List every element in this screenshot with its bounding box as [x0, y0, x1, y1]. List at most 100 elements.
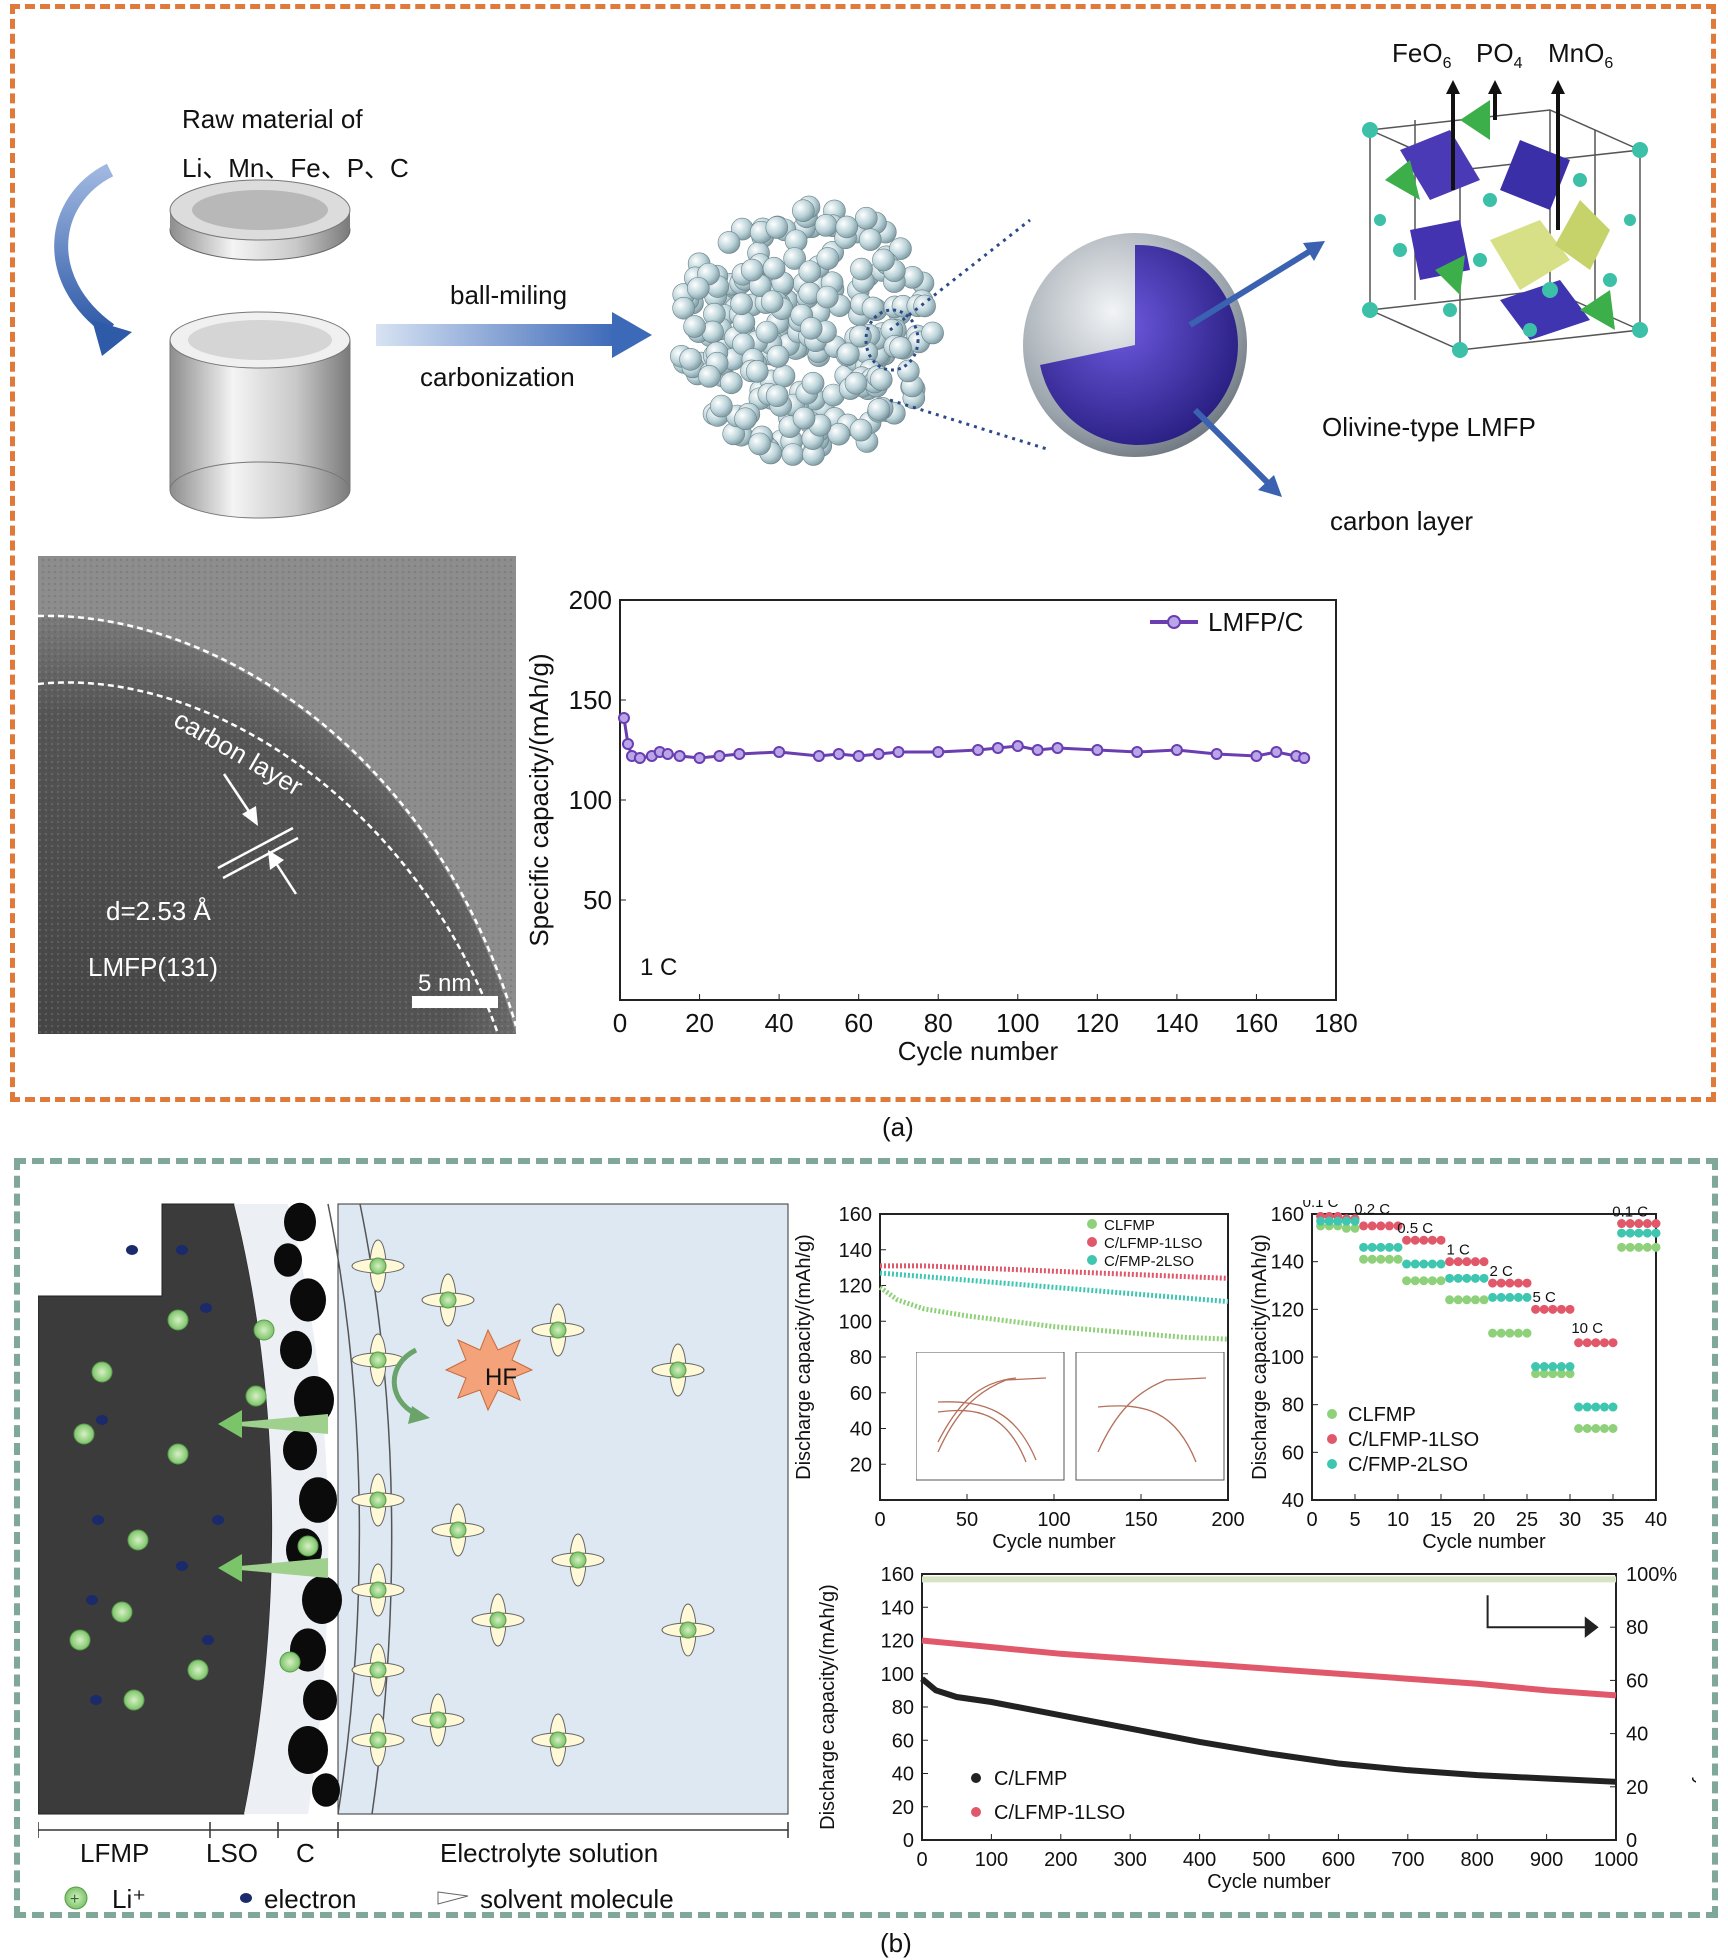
legend-li: Li⁺ [112, 1884, 146, 1914]
data-point [1384, 1221, 1394, 1231]
label-carbon-layer: carbon layer [1330, 506, 1474, 536]
x-tick-label: 150 [1124, 1509, 1157, 1531]
process-carbonization: carbonization [420, 362, 575, 392]
x-tick-label: 15 [1430, 1509, 1452, 1531]
y-tick-label: 40 [1282, 1490, 1304, 1512]
legend-label: C/LFMP-1LSO [1348, 1429, 1479, 1451]
data-point [1367, 1242, 1377, 1252]
ce-axis-pointer-icon [1486, 1595, 1589, 1629]
data-point [1634, 1242, 1644, 1252]
y-tick-label: 160 [839, 1204, 872, 1226]
data-point [1642, 1242, 1652, 1252]
data-point-lmfp-c [693, 752, 706, 764]
data-point [1599, 1424, 1609, 1433]
y-tick-label: 200 [569, 585, 612, 615]
li-ion-icon [167, 1309, 189, 1331]
y-tick-label: 160 [1271, 1204, 1304, 1226]
data-point [1531, 1304, 1541, 1314]
data-point [1599, 1338, 1609, 1348]
data-point [1574, 1338, 1584, 1348]
panel-a-caption: (a) [882, 1112, 914, 1142]
data-point [1574, 1424, 1584, 1433]
data-point [1453, 1273, 1463, 1283]
li-ion-icon [127, 1529, 149, 1551]
data-point [1496, 1278, 1506, 1288]
data-point [1548, 1304, 1558, 1314]
data-point [1419, 1259, 1429, 1269]
data-point [1316, 1216, 1326, 1226]
chart-b1-voltage-insets [916, 1352, 1225, 1481]
data-point [1531, 1369, 1541, 1379]
data-point [1488, 1292, 1498, 1302]
x-tick-label: 10 [1387, 1509, 1409, 1531]
data-point-lmfp-c [832, 748, 845, 760]
chart-b3-long-cycling: 0 100 200 300 400 500 600 700 800 900 100002040608… [817, 1564, 1696, 1893]
data-point [1556, 1369, 1566, 1379]
data-point [1393, 1242, 1403, 1252]
data-point [1522, 1278, 1532, 1288]
plot-frame [619, 599, 1337, 1001]
data-point [1642, 1219, 1652, 1229]
x-tick-label: 100 [975, 1849, 1008, 1871]
data-point [1333, 1216, 1343, 1226]
data-point [1608, 1424, 1618, 1433]
series-line-clfmp [878, 1285, 1229, 1342]
x-tick-label: 20 [685, 1008, 714, 1038]
x-axis-label: Cycle number [898, 1036, 1059, 1066]
data-point [1462, 1257, 1472, 1267]
data-point [1419, 1276, 1429, 1286]
electron-icon [90, 1695, 102, 1705]
x-tick-label: 35 [1602, 1509, 1624, 1531]
layer-label-electrolyte: Electrolyte solution [440, 1838, 659, 1868]
data-point [1582, 1338, 1592, 1348]
x-tick-label: 200 [1211, 1509, 1244, 1531]
panel-b-frame [14, 1158, 1718, 1918]
data-point [1496, 1292, 1506, 1302]
li-ion-icon [123, 1689, 145, 1711]
legend-label: C/FMP-2LSO [1104, 1253, 1194, 1270]
data-point [1376, 1242, 1386, 1252]
data-point [1384, 1254, 1394, 1264]
tem-image [38, 556, 516, 1034]
layer-label-c: C [296, 1838, 315, 1868]
rate-label: 0.1 C [1612, 1203, 1648, 1220]
y-tick-label: 160 [881, 1564, 914, 1586]
data-point [1470, 1295, 1480, 1305]
data-point [1427, 1276, 1437, 1286]
hf-label: HF [485, 1364, 517, 1391]
data-point [1608, 1338, 1618, 1348]
data-point [1539, 1369, 1549, 1379]
series-line-c-lfmp-1lso [921, 1637, 1617, 1699]
curved-arrow-icon [54, 163, 115, 336]
data-point [1445, 1257, 1455, 1267]
legend-marker [1327, 1459, 1337, 1469]
data-point-lmfp-c [621, 738, 634, 750]
data-point [1470, 1257, 1480, 1267]
data-point [1324, 1216, 1334, 1226]
y-tick-label: 120 [881, 1631, 914, 1653]
data-point-lmfp-c [852, 750, 865, 762]
data-point [1393, 1254, 1403, 1264]
x-tick-label: 1000 [1594, 1849, 1639, 1871]
li-ion-icon [91, 1361, 113, 1383]
data-point [1488, 1328, 1498, 1338]
data-point [1359, 1221, 1369, 1231]
data-point-lmfp-c [617, 712, 630, 724]
ball-mill-jar-illustration [54, 163, 351, 519]
core-shell-sphere-illustration [1023, 233, 1325, 497]
x-tick-label: 100 [1037, 1509, 1070, 1531]
legend-solvent: solvent molecule [480, 1884, 674, 1914]
y-axis-label: Discharge capacity/(mAh/g) [1249, 1234, 1271, 1480]
x-axis-label: Cycle number [1207, 1871, 1331, 1893]
legend-label: C/LFMP [994, 1768, 1067, 1790]
data-point-lmfp-c [812, 750, 825, 762]
data-point [1531, 1362, 1541, 1372]
data-point [1651, 1228, 1661, 1238]
y-tick-label: 50 [583, 885, 612, 915]
data-point [1505, 1278, 1515, 1288]
data-point [1479, 1295, 1489, 1305]
data-point [1367, 1221, 1377, 1231]
data-point [1565, 1304, 1575, 1314]
data-point [1341, 1216, 1351, 1226]
electron-icon [212, 1515, 224, 1525]
